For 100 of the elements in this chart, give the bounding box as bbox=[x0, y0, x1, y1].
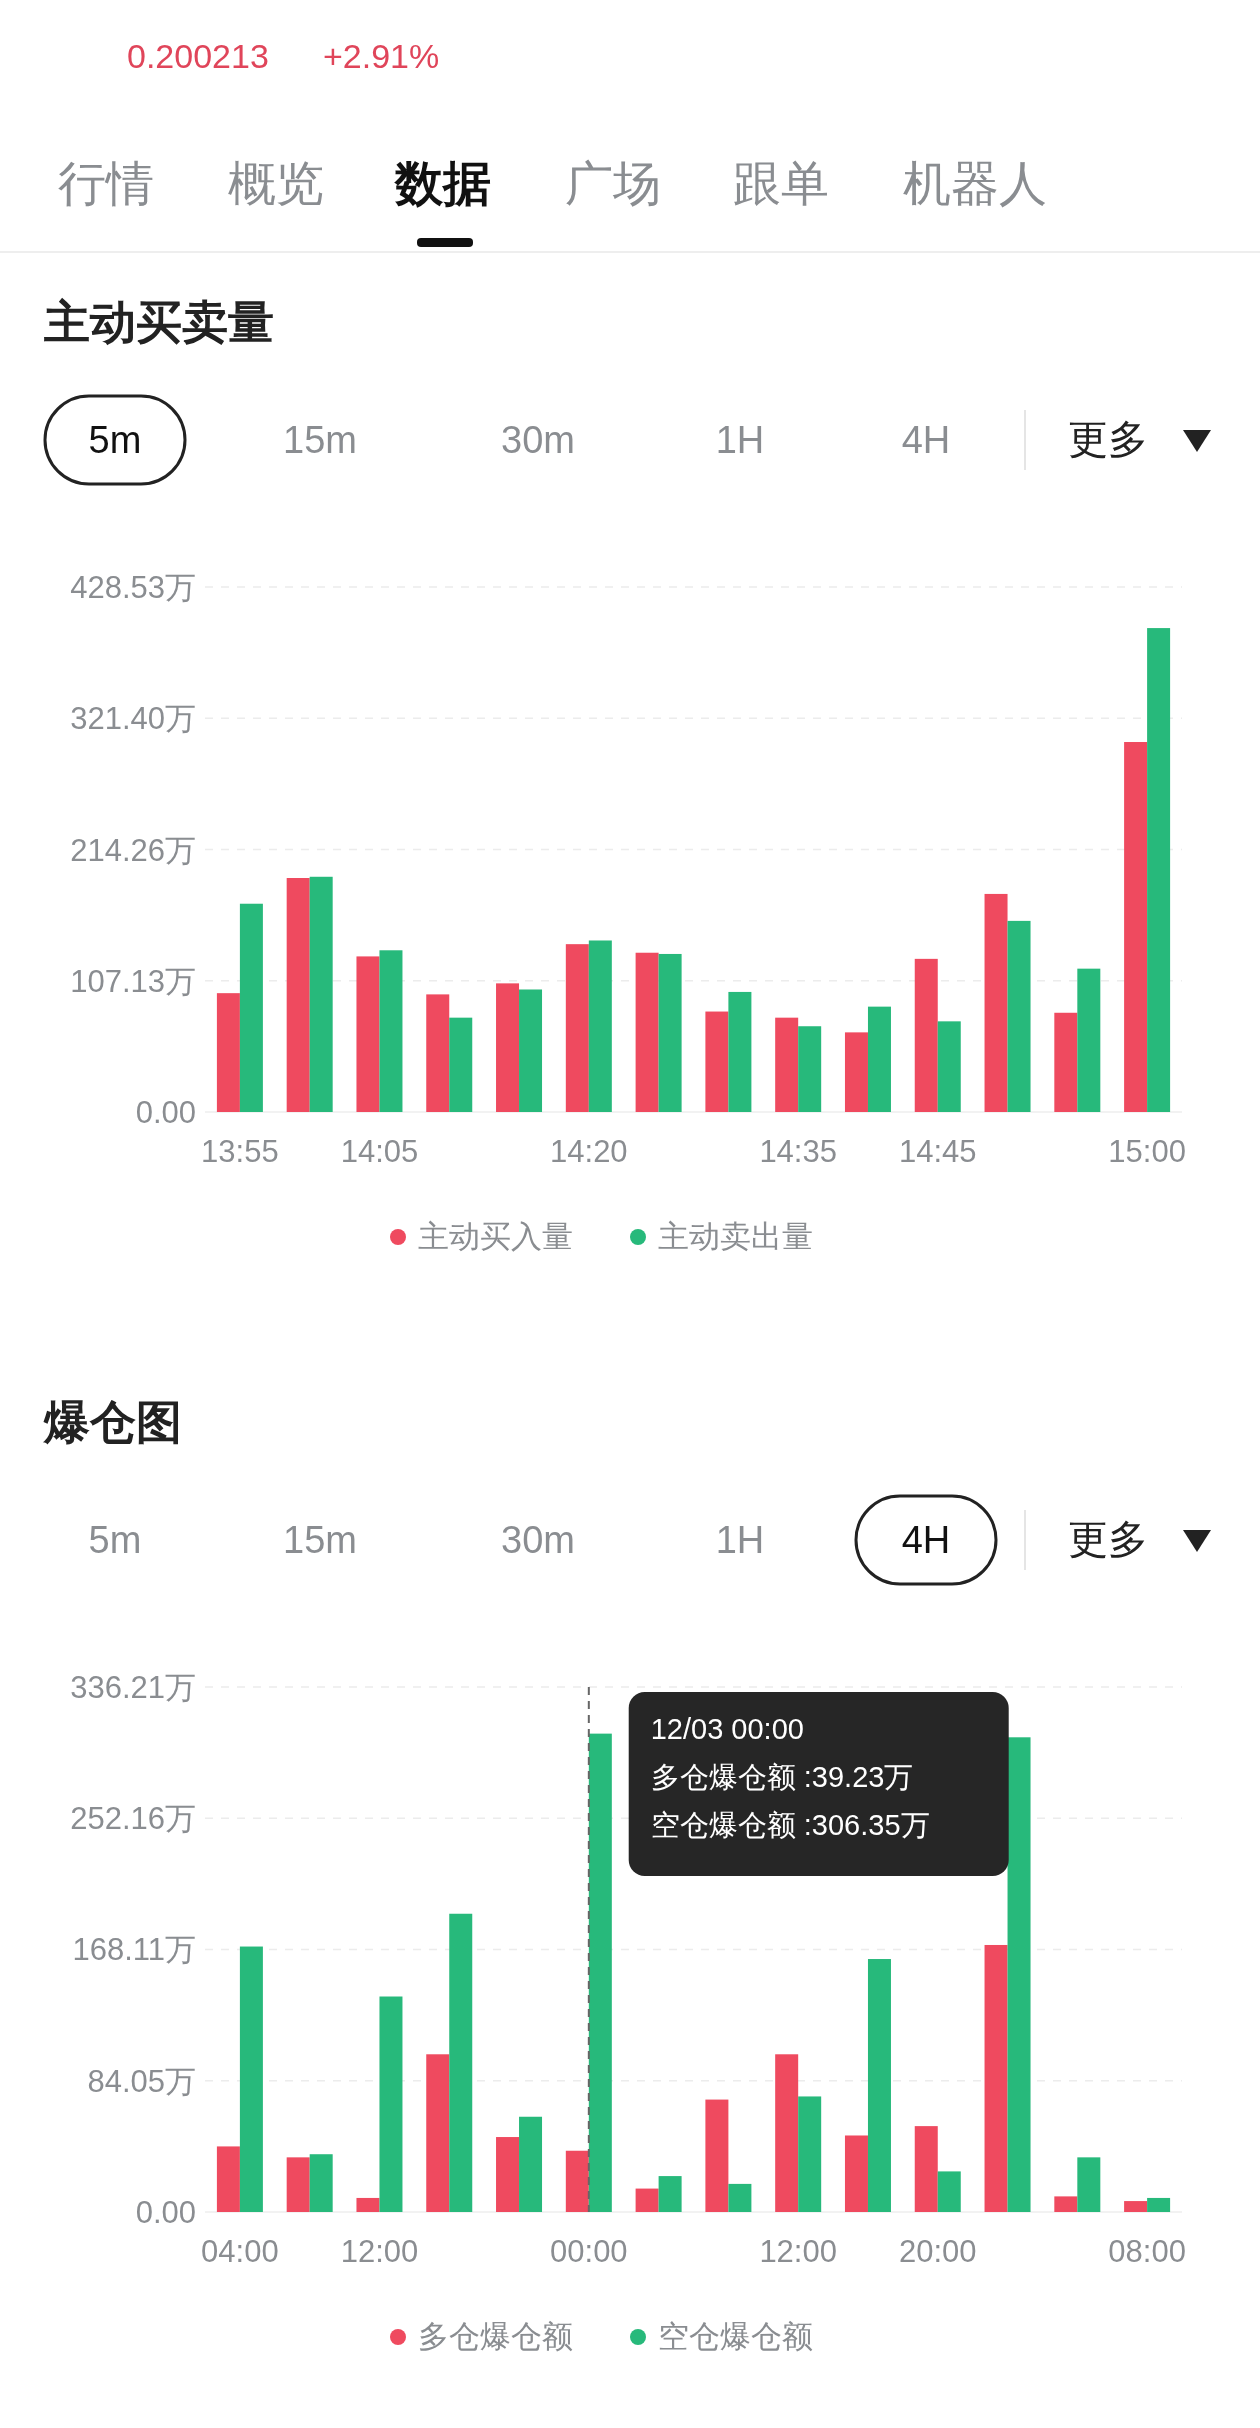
chart-title: 主动买卖量 bbox=[44, 296, 274, 348]
x-tick-label: 14:20 bbox=[550, 1134, 628, 1169]
bar bbox=[658, 953, 682, 1112]
bar bbox=[1007, 920, 1031, 1112]
x-tick-label: 12:00 bbox=[759, 2234, 837, 2269]
x-tick-label: 14:35 bbox=[759, 1134, 837, 1169]
y-tick-label: 107.13万 bbox=[70, 963, 196, 999]
bar bbox=[914, 2126, 938, 2212]
annotation: 空仓爆仓额 :306.35万 bbox=[650, 1809, 930, 1841]
y-tick-label: 84.05万 bbox=[87, 2063, 196, 2099]
bar bbox=[216, 993, 240, 1112]
bar bbox=[449, 1913, 473, 2212]
bar bbox=[496, 983, 520, 1112]
tooltip: 12/03 00:00 多仓爆仓额 :39.23万 空仓爆仓额 :306.35万 bbox=[587, 1686, 1009, 2213]
bar bbox=[1124, 2201, 1148, 2212]
annotation: 12/03 00:00 bbox=[650, 1713, 804, 1745]
y-tick-label: 168.11万 bbox=[72, 1932, 196, 1968]
bar bbox=[1007, 1737, 1031, 2212]
bar bbox=[565, 944, 589, 1112]
text: 5m bbox=[88, 1519, 142, 1561]
annotation: 多仓爆仓额 :39.23万 bbox=[650, 1761, 914, 1793]
bar bbox=[775, 1017, 799, 1112]
bar bbox=[356, 2197, 380, 2212]
bar bbox=[379, 1996, 403, 2212]
bar bbox=[565, 2150, 589, 2212]
text: 30m bbox=[501, 1519, 575, 1561]
bar bbox=[705, 2099, 729, 2212]
bar bbox=[914, 958, 938, 1112]
bar bbox=[588, 1733, 612, 2212]
bar bbox=[1147, 2197, 1171, 2212]
text: 行情 bbox=[58, 157, 154, 210]
bar bbox=[356, 956, 380, 1112]
bar bbox=[1077, 968, 1101, 1112]
bar bbox=[635, 2188, 659, 2212]
text: +2.91% bbox=[323, 37, 440, 75]
x-tick-label: 14:05 bbox=[340, 1134, 419, 1169]
x-tick-label: 08:00 bbox=[1108, 2234, 1186, 2269]
text: 数据 bbox=[394, 157, 491, 210]
bar bbox=[1054, 1012, 1078, 1112]
text: 1H bbox=[715, 1519, 765, 1561]
bar bbox=[867, 1959, 891, 2212]
legend-label: 空仓爆仓额 bbox=[658, 2319, 813, 2354]
bar bbox=[705, 1011, 729, 1112]
y-tick-label: 428.53万 bbox=[70, 570, 196, 605]
y-tick-label: 321.40万 bbox=[70, 701, 196, 737]
bar bbox=[844, 2135, 868, 2212]
text: 广场 bbox=[565, 157, 661, 210]
text: 4H bbox=[901, 419, 951, 461]
bar bbox=[239, 1946, 263, 2212]
bar bbox=[519, 2116, 543, 2212]
bar bbox=[426, 2054, 450, 2212]
bar bbox=[286, 878, 310, 1112]
bar bbox=[379, 950, 403, 1112]
text: 概览 bbox=[228, 157, 324, 210]
bar bbox=[844, 1032, 868, 1112]
legend-label: 多仓爆仓额 bbox=[418, 2319, 573, 2354]
text: 15m bbox=[283, 419, 357, 461]
bar bbox=[1054, 2196, 1078, 2212]
legend-label: 主动买入量 bbox=[418, 1219, 573, 1254]
x-tick-label: 20:00 bbox=[898, 2234, 977, 2269]
bar bbox=[798, 2096, 822, 2212]
text: 15m bbox=[283, 1519, 357, 1561]
bar bbox=[937, 2171, 961, 2212]
x-tick-label: 04:00 bbox=[201, 2234, 279, 2269]
bar bbox=[496, 2137, 520, 2212]
text: 跟单 bbox=[733, 157, 829, 210]
bar bbox=[937, 1021, 961, 1112]
text: 30m bbox=[501, 419, 575, 461]
chart-title: 爆仓图 bbox=[42, 1396, 182, 1448]
x-tick-label: 14:45 bbox=[898, 1134, 977, 1169]
legend-label: 主动卖出量 bbox=[658, 1219, 813, 1254]
text: 机器人 bbox=[903, 157, 1047, 210]
bar bbox=[867, 1006, 891, 1112]
bar bbox=[984, 893, 1008, 1112]
text: 4H bbox=[901, 1519, 951, 1561]
y-tick-label: 336.21万 bbox=[70, 1670, 196, 1705]
bar bbox=[635, 952, 659, 1112]
y-tick-label: 0.00 bbox=[135, 2195, 196, 2230]
bar bbox=[728, 2183, 752, 2212]
bar bbox=[775, 2054, 799, 2212]
bar bbox=[1147, 628, 1171, 1112]
y-tick-label: 252.16万 bbox=[70, 1801, 196, 1837]
bar bbox=[658, 2176, 682, 2212]
y-tick-label: 214.26万 bbox=[70, 832, 196, 868]
text: 0.200213 bbox=[127, 37, 269, 75]
x-tick-label: 00:00 bbox=[550, 2234, 628, 2269]
bar bbox=[426, 994, 450, 1112]
bar bbox=[588, 940, 612, 1112]
text: 更多 bbox=[1068, 417, 1148, 461]
text: 5m bbox=[88, 419, 142, 461]
x-tick-label: 13:55 bbox=[201, 1134, 279, 1169]
bar bbox=[216, 2146, 240, 2212]
bar bbox=[1077, 2157, 1101, 2212]
bar bbox=[519, 989, 543, 1112]
bar bbox=[449, 1017, 473, 1112]
bar bbox=[309, 876, 333, 1112]
text: 更多 bbox=[1068, 1517, 1148, 1561]
bar bbox=[798, 1026, 822, 1112]
bar bbox=[1124, 742, 1148, 1112]
bar bbox=[984, 1944, 1008, 2212]
